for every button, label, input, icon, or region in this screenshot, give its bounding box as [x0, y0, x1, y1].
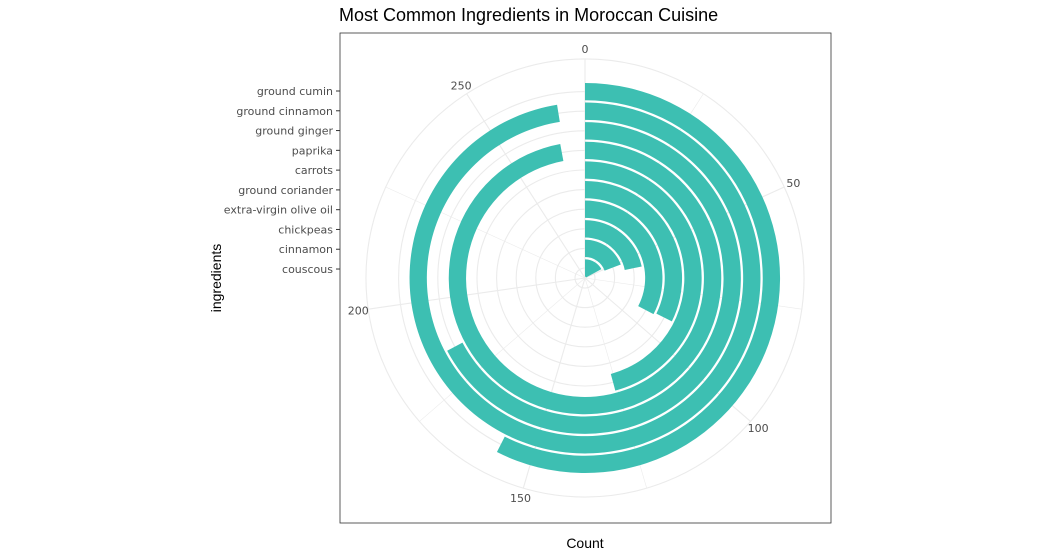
ingredient-tick-label: carrots [295, 164, 333, 177]
grid-circle-outer [365, 58, 805, 498]
plot-panel-border [339, 32, 832, 524]
count-tick-labels: 0 50 100 150 200 250 [348, 43, 801, 505]
ingredient-tick-label: ground coriander [238, 184, 333, 197]
bar-ground-coriander [585, 180, 683, 322]
ingredient-tick-label: extra-virgin olive oil [224, 204, 333, 217]
ingredient-tick-label: ground cinnamon [236, 105, 333, 118]
bar-extra-virgin-olive-oil [585, 200, 663, 315]
ingredient-tick-label: ground ginger [255, 125, 333, 138]
grid-spoke [419, 277, 586, 422]
count-tick-label: 50 [786, 177, 800, 190]
count-tick-label: 150 [510, 492, 531, 505]
ingredient-tick-label: chickpeas [278, 223, 333, 236]
bars [409, 82, 781, 474]
ingredient-axis: ground cumin ground cinnamon ground ginger… [224, 85, 340, 276]
count-tick-label: 200 [348, 305, 369, 318]
bar-carrots [585, 161, 702, 391]
count-tick-label: 250 [451, 79, 472, 92]
bar-chickpeas [585, 220, 642, 270]
y-axis-title: ingredients [208, 244, 224, 313]
ingredient-tick-label: cinnamon [279, 243, 333, 256]
x-axis-title: Count [566, 535, 603, 551]
count-tick-label: 0 [582, 43, 589, 56]
grid-spoke [368, 277, 586, 310]
count-tick-label: 100 [748, 422, 769, 435]
ingredient-tick-label: ground cumin [257, 85, 333, 98]
bar-cinnamon [585, 239, 621, 271]
bar-couscous [585, 259, 602, 278]
chart-title: Most Common Ingredients in Moroccan Cuis… [339, 5, 718, 25]
ingredient-tick-label: paprika [292, 144, 333, 157]
grid-spoke [466, 93, 586, 279]
ingredient-tick-label: couscous [282, 263, 333, 276]
grid-spoke [385, 186, 586, 279]
